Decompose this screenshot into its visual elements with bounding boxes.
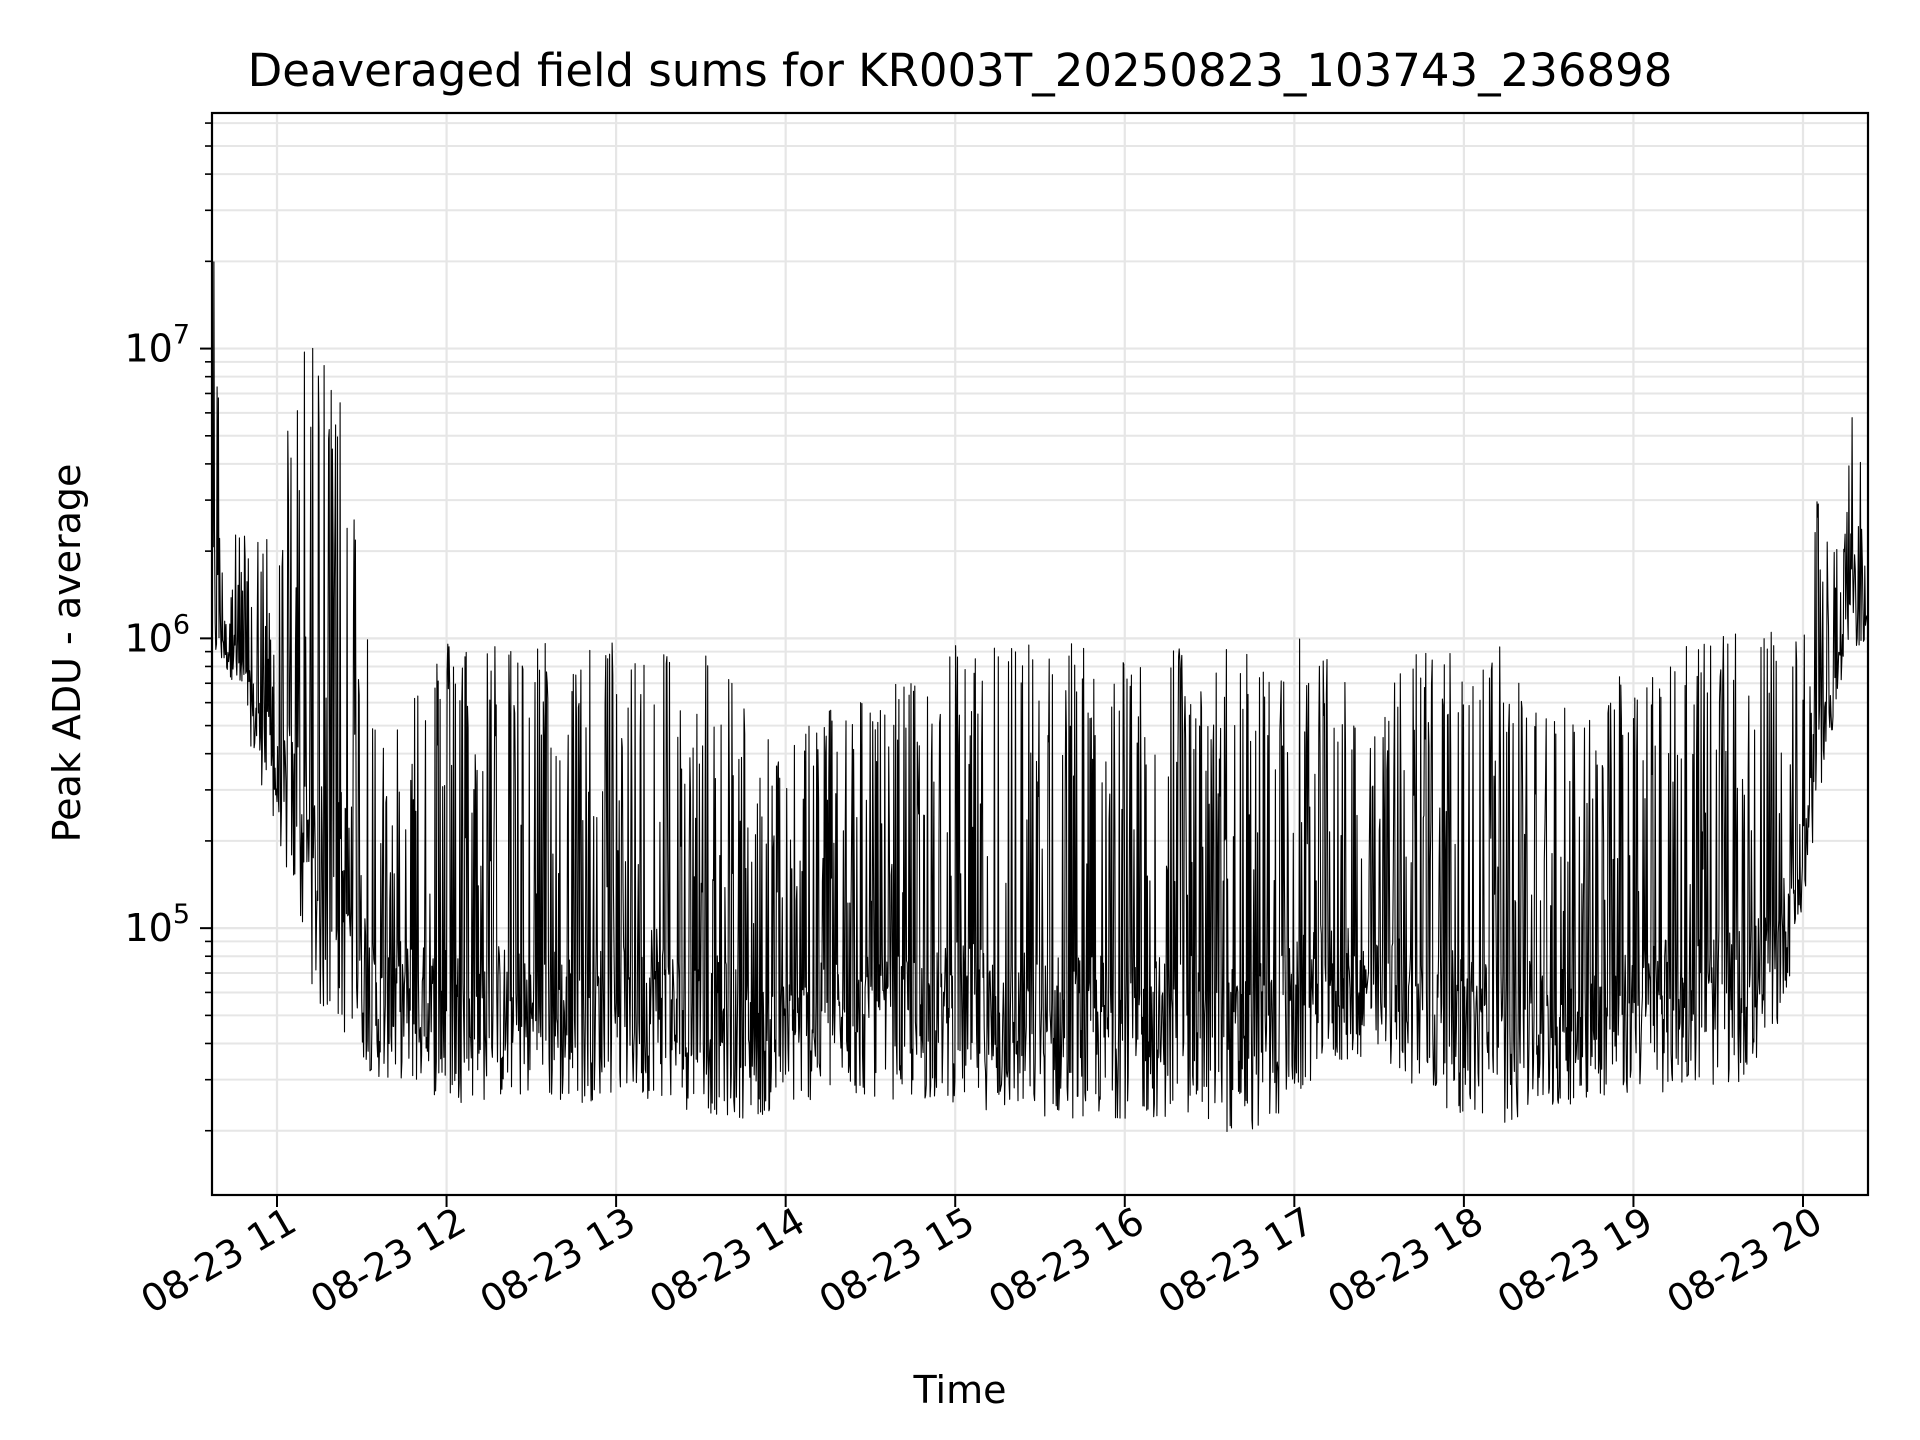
axes-frame bbox=[210, 111, 1870, 1197]
x-axis-label: Time bbox=[913, 1368, 1007, 1412]
y-axis-label: Peak ADU - average bbox=[45, 463, 89, 843]
y-tick-label: 107 bbox=[124, 320, 190, 371]
x-tick-label: 08-23 14 bbox=[642, 1199, 812, 1323]
y-axis-ticks: 105 106 107 bbox=[124, 122, 212, 1132]
chart-title: Deaveraged field sums for KR003T_2025082… bbox=[247, 44, 1673, 97]
x-tick-label: 08-23 20 bbox=[1660, 1199, 1830, 1323]
y-tick-label: 105 bbox=[124, 899, 190, 950]
x-axis-ticks: 08-23 11 08-23 12 08-23 13 08-23 14 08-23 15… bbox=[134, 1195, 1830, 1322]
x-tick-label: 08-23 16 bbox=[981, 1199, 1151, 1323]
x-tick-label: 08-23 12 bbox=[303, 1199, 473, 1323]
x-tick-label: 08-23 17 bbox=[1151, 1199, 1321, 1323]
data-trace bbox=[211, 261, 1869, 1133]
x-tick-label: 08-23 19 bbox=[1490, 1199, 1660, 1323]
y-tick-label: 106 bbox=[124, 609, 190, 660]
x-tick-label: 08-23 13 bbox=[473, 1199, 643, 1323]
x-tick-label: 08-23 15 bbox=[812, 1199, 982, 1323]
x-tick-label: 08-23 11 bbox=[134, 1199, 304, 1323]
x-tick-label: 08-23 18 bbox=[1320, 1199, 1490, 1323]
series-line bbox=[211, 261, 1869, 1133]
